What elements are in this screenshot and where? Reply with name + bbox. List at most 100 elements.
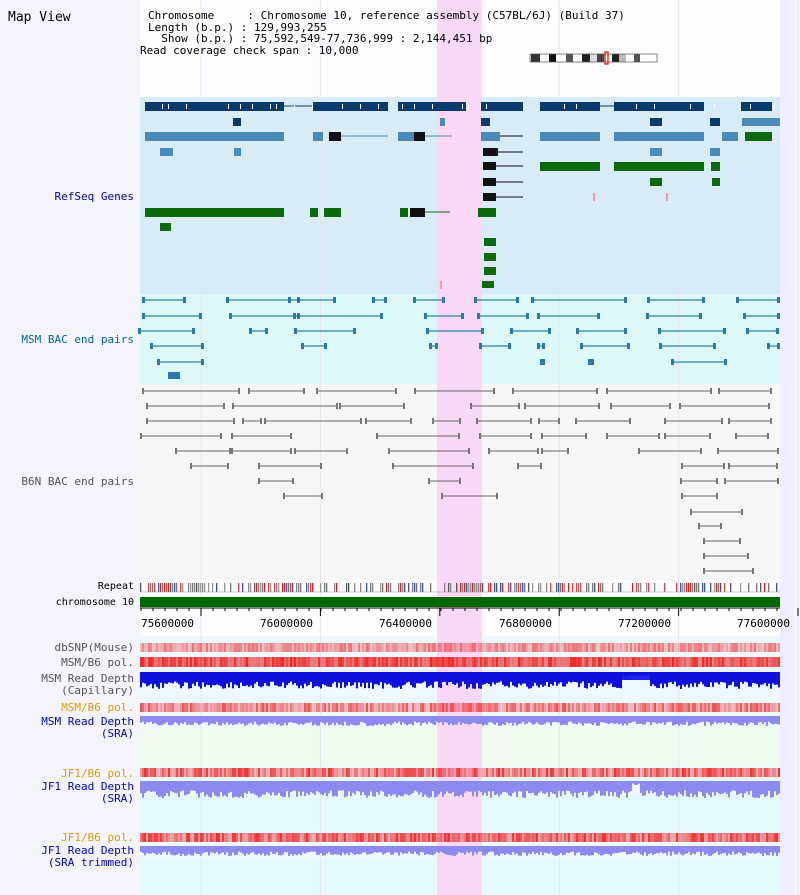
msm-depth-capillary [552,672,554,686]
jf1-pol-2-heat [426,833,428,842]
msm-depth-capillary [328,672,330,687]
msm-pol-sra-heat [248,703,250,712]
jf1-pol-heat [298,768,300,777]
bac-end [747,553,749,559]
jf1-pol-heat [462,768,464,777]
dbsnp-heat [636,643,638,652]
msm-depth-sra [620,716,622,724]
dbsnp-heat [314,643,316,652]
msm-depth-capillary [604,672,606,684]
msm-pol-sra-heat [168,703,170,712]
msm-pol-heat [744,657,746,667]
jf1-pol-heat [310,768,312,777]
repeat-element [472,583,474,592]
track-label-jf1-depth-trimmed[interactable]: JF1 Read Depth (SRA trimmed) [41,844,134,869]
track-label-jf1-pol-2[interactable]: JF1/B6 pol. [61,831,134,844]
jf1-depth-sra [634,781,636,786]
msm-depth-capillary [514,672,516,687]
msm-pol-heat [732,657,734,667]
msm-depth-capillary [696,672,698,687]
track-label-msm-depth-capillary[interactable]: MSM Read Depth (Capillary) [41,672,134,697]
jf1-pol-heat [230,768,232,777]
msm-pol-heat [596,657,598,667]
jf1-pol-2-heat [650,833,652,842]
jf1-pol-heat [470,768,472,777]
msm-pol-heat [760,657,762,667]
msm-pol-sra-heat [438,703,440,712]
jf1-depth-trimmed [260,846,262,856]
track-label-msm-pol-sra[interactable]: MSM/B6 pol. [61,701,134,714]
msm-depth-capillary [646,672,648,676]
jf1-depth-sra [774,781,776,792]
jf1-pol-heat [214,768,216,777]
gene-block [614,132,704,141]
dbsnp-heat [300,643,302,652]
repeat-element [260,583,262,592]
track-label-refseq[interactable]: RefSeq Genes [54,190,134,203]
repeat-element [676,583,678,592]
msm-pol-sra-heat [146,703,148,712]
msm-depth-sra [636,716,638,725]
jf1-pol-heat [778,768,780,777]
bac-end [540,463,542,469]
msm-depth-sra [702,716,704,722]
track-label-dbsnp[interactable]: dbSNP(Mouse) [54,641,134,654]
msm-pol-heat [322,657,324,667]
msm-depth-capillary [616,672,618,688]
msm-pol-heat [142,657,144,667]
msm-pol-sra-heat [414,703,416,712]
msm-pol-sra-heat [600,703,602,712]
msm-pol-heat [510,657,512,667]
jf1-pol-heat [330,768,332,777]
jf1-depth-sra [764,781,766,798]
jf1-pol-2-heat [726,833,728,842]
chromosome-info: Chromosome : Chromosome 10, reference as… [148,9,625,22]
track-label-jf1-depth-sra[interactable]: JF1 Read Depth (SRA) [41,780,134,805]
dbsnp-heat [410,643,412,652]
jf1-pol-heat [178,768,180,777]
dbsnp-heat [502,643,504,652]
repeat-element [764,583,766,592]
msm-depth-sra [546,716,548,723]
msm-depth-sra [570,716,572,722]
msm-depth-sra [370,716,372,726]
jf1-pol-heat [610,768,612,777]
jf1-pol-2-heat [632,833,634,842]
msm-pol-heat [516,657,518,667]
track-label-msm-bac[interactable]: MSM BAC end pairs [21,333,134,346]
msm-depth-sra [536,716,538,723]
dbsnp-heat [206,643,208,652]
msm-depth-sra [754,716,756,726]
msm-depth-sra [300,716,302,724]
track-label-b6n-bac[interactable]: B6N BAC end pairs [21,475,134,488]
msm-depth-capillary [570,672,572,683]
jf1-depth-trimmed [772,846,774,856]
msm-pol-sra-heat [562,703,564,712]
repeat-element [148,583,150,592]
msm-depth-sra [268,716,270,723]
repeat-element [462,583,464,592]
msm-pol-sra-heat [704,703,706,712]
msm-pol-heat [176,657,178,667]
repeat-element [490,583,492,592]
jf1-pol-2-heat [630,833,632,842]
jf1-pol-2-heat [444,833,446,842]
msm-pol-sra-heat [686,703,688,712]
dbsnp-heat [518,643,520,652]
track-label-msm-depth-sra[interactable]: MSM Read Depth (SRA) [41,715,134,740]
msm-pol-heat [604,657,606,667]
repeat-element [720,583,722,592]
track-label-repeat: Repeat [97,581,134,592]
gene-block [145,208,284,217]
msm-pol-heat [350,657,352,667]
track-label-jf1-pol[interactable]: JF1/B6 pol. [61,767,134,780]
msm-pol-heat [222,657,224,667]
msm-pol-heat [448,657,450,667]
track-label-msm-pol[interactable]: MSM/B6 pol. [61,656,134,669]
msm-depth-capillary [718,672,720,685]
jf1-depth-trimmed [580,846,582,856]
msm-depth-sra [500,716,502,726]
snp-mark [666,193,668,201]
bac-end [288,297,291,303]
jf1-depth-sra [462,781,464,797]
